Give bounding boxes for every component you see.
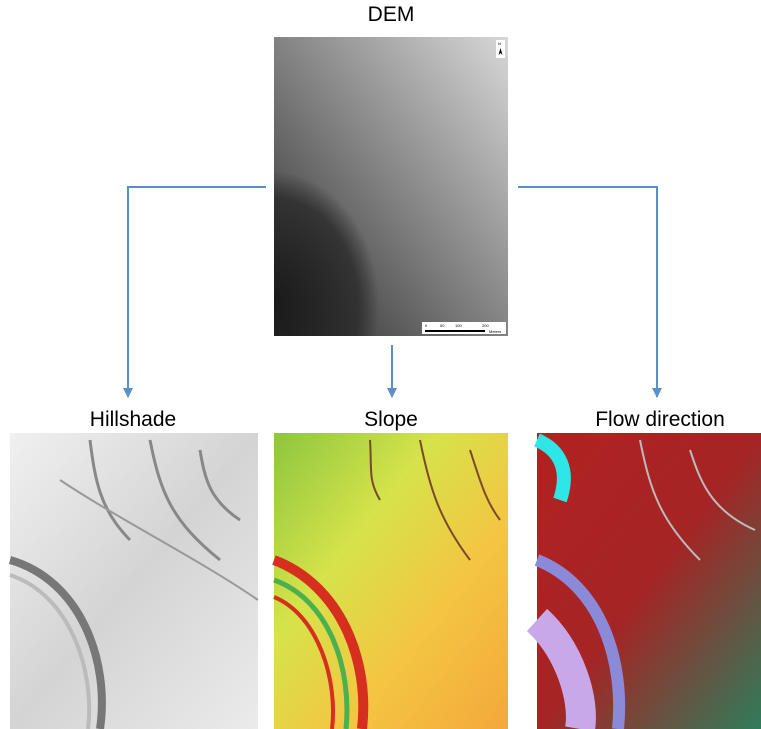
scale-label: 100 xyxy=(455,323,462,328)
flow-direction-image xyxy=(537,433,761,729)
slope-image xyxy=(274,433,508,729)
node-title: Slope xyxy=(364,408,418,431)
node-title: DEM xyxy=(368,3,415,26)
hillshade-image xyxy=(10,433,258,729)
node-title: Hillshade xyxy=(90,408,176,431)
arrow xyxy=(518,187,657,397)
scale-label: 50 xyxy=(440,323,445,328)
diagram: DEM N 0 50 100 200 Meters Hillshade Slop… xyxy=(0,0,761,729)
page: DEM N 0 50 100 200 Meters Hillshade Slop… xyxy=(0,0,761,729)
node-title: Flow direction xyxy=(595,408,725,431)
scale-label: Meters xyxy=(489,329,501,334)
scale-label: 200 xyxy=(482,323,489,328)
arrow xyxy=(128,187,266,397)
north-label: N xyxy=(498,41,501,46)
dem-image: N 0 50 100 200 Meters xyxy=(274,37,508,336)
